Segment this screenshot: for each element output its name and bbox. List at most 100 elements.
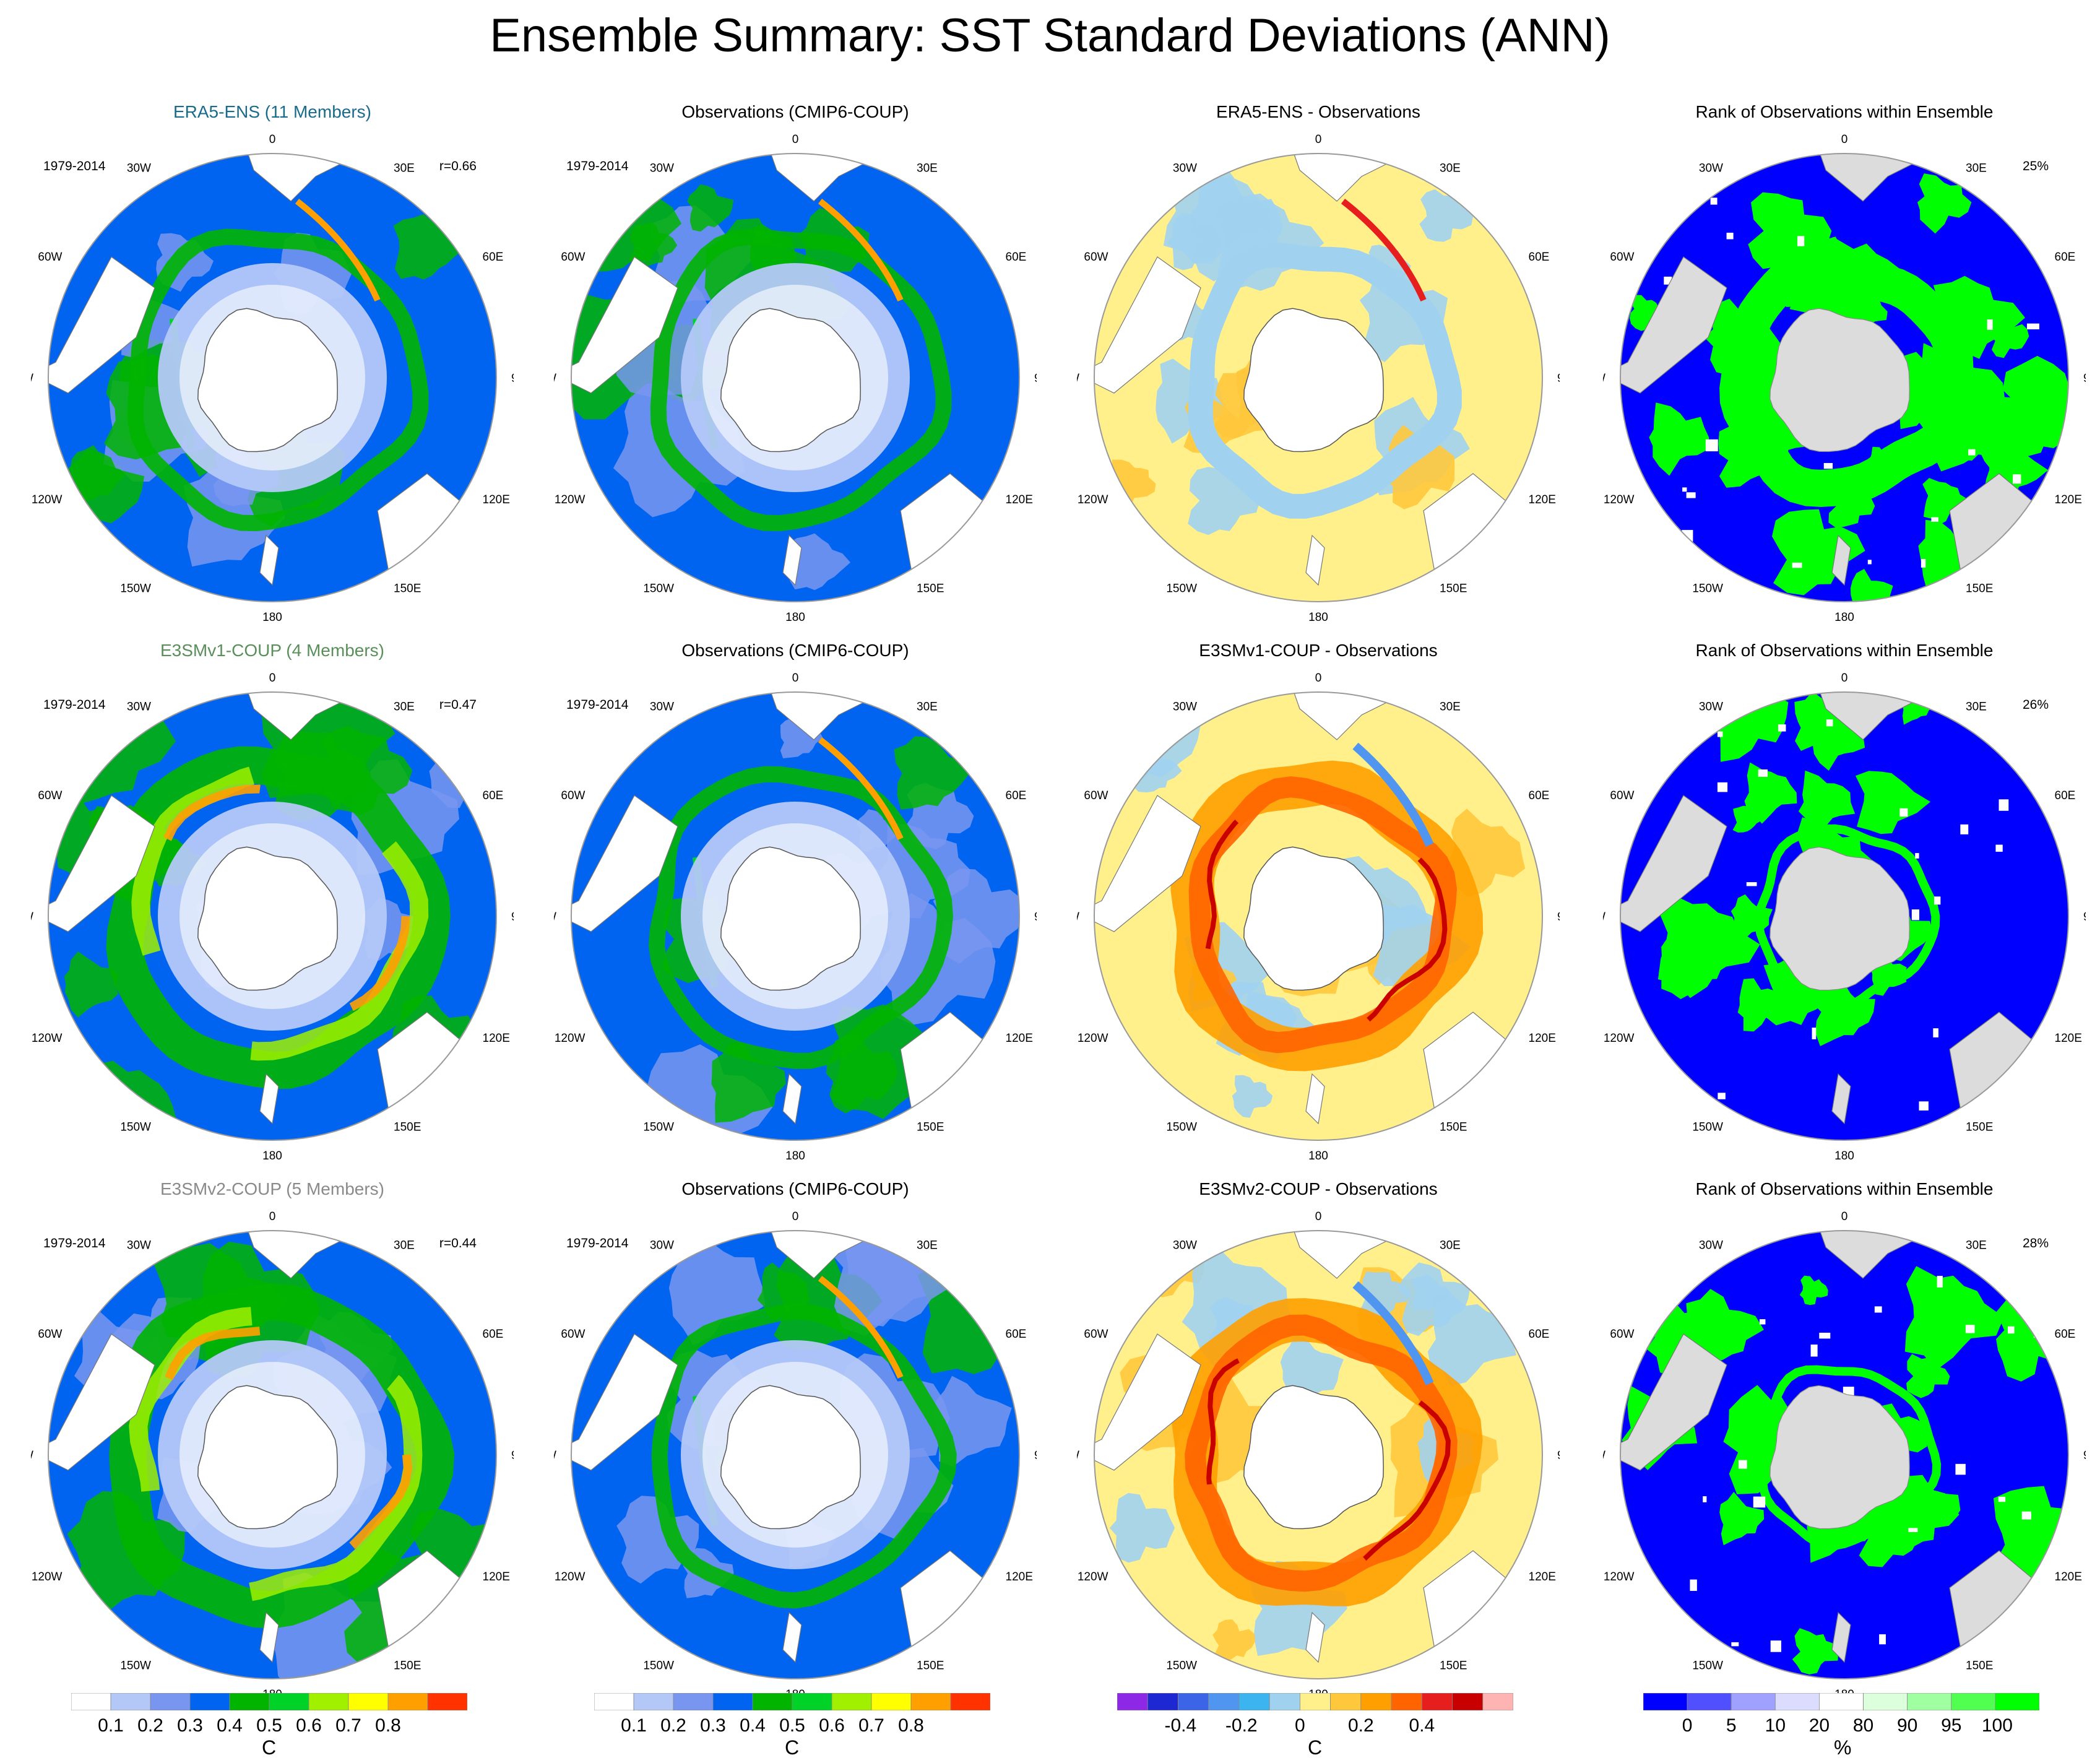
map-boundary — [1094, 153, 1543, 602]
colorbar-swatch — [189, 1692, 230, 1711]
map-panel: E3SMv1-COUP (4 Members) 0 30E 60E 90E 120E 150… — [31, 641, 514, 1173]
map-boundary — [48, 691, 497, 1141]
longitude-label: 60E — [2055, 251, 2076, 264]
longitude-label: 60W — [1610, 789, 1634, 802]
longitude-label: 150E — [1440, 583, 1467, 596]
antarctica-landmass — [197, 846, 338, 991]
land-mask — [571, 256, 678, 394]
map-panel: ERA5-ENS (11 Members) 0 30E 60E 90E 120E 150E 1… — [31, 102, 514, 635]
colorbar-swatch — [1863, 1692, 1908, 1711]
land-mask — [1305, 1611, 1325, 1663]
panel-title: Rank of Observations within Ensemble — [1695, 102, 1994, 121]
antarctica-landmass — [1769, 846, 1910, 991]
map-boundary — [1620, 1230, 2069, 1679]
polar-map: 030E60E90E120E150E180150W120W90W60W30W19… — [31, 672, 514, 1163]
longitude-label: 150W — [643, 583, 674, 596]
map-panel: Observations (CMIP6-COUP) 0 30E 60E 90E 120E 1… — [554, 102, 1037, 635]
colorbar-swatch — [348, 1692, 389, 1711]
longitude-label: 180 — [1834, 611, 1854, 624]
colorbar-swatch — [950, 1692, 991, 1711]
longitude-label: 60E — [483, 251, 504, 264]
colorbar-swatch — [792, 1692, 832, 1711]
longitude-label: 30E — [1966, 162, 1987, 175]
land-mask — [782, 534, 802, 586]
longitude-label: 120W — [32, 493, 63, 506]
longitude-label: 180 — [1308, 611, 1328, 624]
period-label: 1979-2014 — [43, 1236, 106, 1250]
polar-map: 030E60E90E120E150E180150W120W90W60W30W19… — [31, 1210, 514, 1701]
colorbar-unit: C — [1308, 1736, 1323, 1759]
colorbar-tick-label: 0.3 — [177, 1715, 203, 1736]
colorbar-tick-label: 0.4 — [1409, 1715, 1435, 1736]
longitude-label: 120E — [1006, 1570, 1033, 1583]
longitude-label: 30W — [1699, 701, 1723, 714]
colorbar-swatch — [831, 1692, 872, 1711]
colorbar-tick-label: 0.8 — [375, 1715, 401, 1736]
longitude-label: 60E — [2055, 789, 2076, 802]
colorbar-swatch — [1643, 1692, 1688, 1711]
antarctica-landmass — [1243, 1385, 1384, 1530]
polar-map: 0 30E 60E 90E 120E 150E 180 150W 120W 90W 60W 30W — [1077, 672, 1560, 1163]
polar-map: 030E60E90E120E150E180150W120W90W60W30W19… — [31, 133, 514, 624]
colorbar-tick-label: 0.6 — [819, 1715, 845, 1736]
longitude-label: 60W — [38, 1328, 62, 1341]
period-label: 1979-2014 — [566, 1236, 629, 1250]
longitude-label: 0 — [1315, 1210, 1322, 1223]
longitude-label: 30E — [394, 162, 415, 175]
map-boundary — [1620, 153, 2069, 602]
longitude-label: 30E — [917, 1239, 938, 1252]
longitude-label: 120E — [1529, 493, 1556, 506]
longitude-label: 90E — [1034, 1449, 1037, 1462]
land-mask — [1094, 795, 1201, 932]
longitude-label: 60W — [38, 789, 62, 802]
polar-map: 030E60E90E120E150E180150W120W90W60W30W28… — [1603, 1210, 2086, 1701]
colorbar-swatch — [1147, 1692, 1178, 1711]
land-mask — [1831, 534, 1851, 586]
colorbar-tick-label: 0.4 — [217, 1715, 243, 1736]
map-panel: Rank of Observations within Ensemble 0 30E… — [1603, 1179, 2086, 1712]
longitude-label: 30E — [1440, 162, 1461, 175]
colorbar: 0.1 0.2 0.3 0.4 0.5 0.6 0.7 0.8 C — [594, 1692, 991, 1761]
longitude-label: 120E — [2055, 493, 2082, 506]
longitude-label: 60E — [1006, 1328, 1027, 1341]
polar-map: 030E60E90E120E150E180150W120W90W60W30W19… — [554, 1210, 1037, 1701]
colorbar-swatch — [1391, 1692, 1422, 1711]
colorbar-tick-label: 0 — [1295, 1715, 1305, 1736]
longitude-label: 90E — [2083, 911, 2086, 924]
panel-title: Rank of Observations within Ensemble — [1695, 641, 1994, 660]
colorbar-tick-label: 0 — [1682, 1715, 1693, 1736]
colorbar-swatch — [427, 1692, 468, 1711]
longitude-label: 30E — [394, 701, 415, 714]
longitude-label: 180 — [1834, 1150, 1854, 1163]
colorbar-tick-label: 95 — [1941, 1715, 1962, 1736]
land-mask — [259, 1611, 279, 1663]
longitude-label: 90E — [1557, 1449, 1560, 1462]
panel-title: E3SMv2-COUP - Observations — [1199, 1179, 1438, 1198]
colorbar-unit: C — [785, 1736, 800, 1759]
polar-map: 0 30E 60E 90E 120E 150E 180 150W 120W 90W 60W 30W 25… — [1603, 133, 2086, 624]
longitude-label: 120E — [1529, 1570, 1556, 1583]
longitude-label: 150W — [1166, 583, 1197, 596]
longitude-label: 0 — [1315, 672, 1322, 685]
longitude-label: 150E — [394, 1121, 421, 1134]
longitude-label: 120E — [1006, 493, 1033, 506]
longitude-label: 60W — [1084, 789, 1108, 802]
land-mask — [757, 1231, 877, 1279]
colorbar-swatch — [1687, 1692, 1732, 1711]
longitude-label: 120W — [555, 1570, 585, 1583]
longitude-label: 0 — [1315, 133, 1322, 146]
colorbar-swatch — [387, 1692, 428, 1711]
colorbar-tick-label: 5 — [1726, 1715, 1737, 1736]
polar-map: 030E60E90E120E150E180150W120W90W60W30W19… — [554, 672, 1037, 1163]
longitude-label: 0 — [792, 1210, 799, 1223]
colorbar-swatch — [1299, 1692, 1331, 1711]
longitude-label: 150E — [917, 583, 944, 596]
longitude-label: 90W — [1603, 372, 1605, 385]
colorbar-swatch — [1330, 1692, 1362, 1711]
land-mask — [1305, 1073, 1325, 1125]
longitude-label: 0 — [1841, 133, 1848, 146]
map-boundary — [571, 1230, 1020, 1679]
land-mask — [48, 256, 155, 394]
colorbar-tick-label: 0.6 — [296, 1715, 322, 1736]
map-panel: E3SMv2-COUP (5 Members) 0 30E 60E 90E 120E 150… — [31, 1179, 514, 1712]
